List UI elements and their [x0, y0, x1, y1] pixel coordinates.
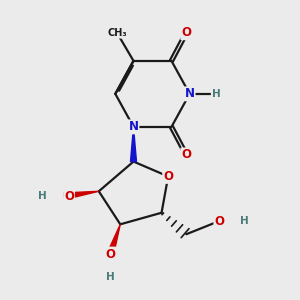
Text: H: H: [212, 89, 220, 99]
Text: H: H: [240, 216, 248, 226]
Text: H: H: [38, 191, 47, 201]
Text: H: H: [106, 272, 115, 282]
Text: O: O: [214, 214, 224, 227]
Text: O: O: [181, 148, 191, 161]
Polygon shape: [107, 224, 120, 255]
Text: N: N: [128, 120, 139, 134]
Text: O: O: [105, 248, 116, 260]
Text: O: O: [163, 170, 173, 183]
Text: N: N: [184, 87, 195, 101]
Polygon shape: [130, 127, 136, 162]
Polygon shape: [64, 191, 99, 200]
Text: CH₃: CH₃: [107, 28, 127, 38]
Text: O: O: [181, 26, 191, 39]
Text: O: O: [64, 190, 74, 203]
